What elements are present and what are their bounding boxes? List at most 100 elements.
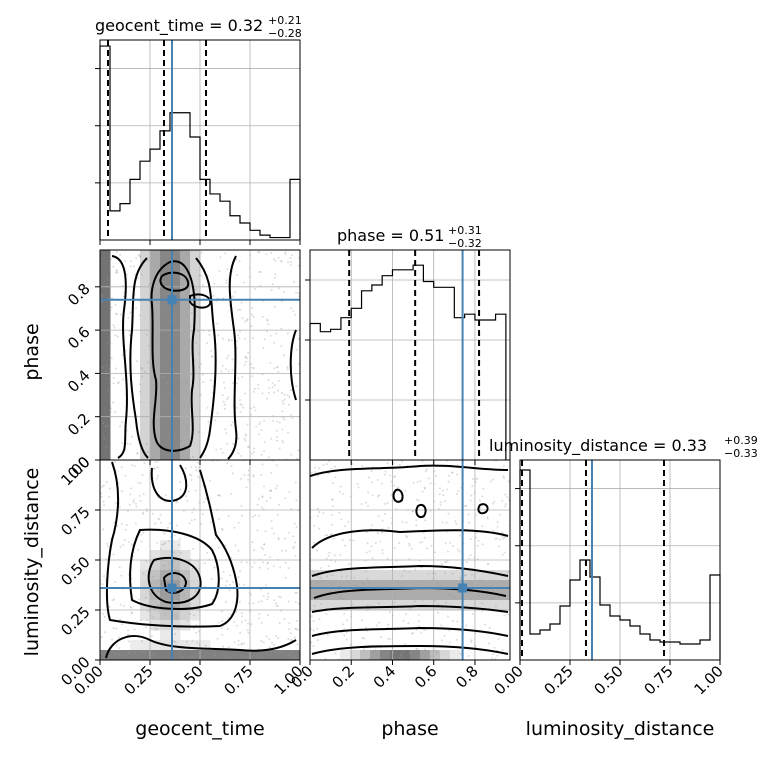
scatter-point	[284, 497, 287, 500]
density-cell	[350, 590, 361, 601]
scatter-point	[270, 519, 273, 522]
scatter-point	[226, 398, 228, 401]
scatter-point	[124, 528, 127, 531]
title-plus-geocent_time: +0.21	[268, 14, 302, 27]
density-cell	[100, 302, 111, 314]
scatter-point	[239, 330, 242, 333]
scatter-point	[286, 366, 289, 368]
scatter-point	[115, 644, 118, 647]
scatter-point	[287, 654, 290, 657]
scatter-point	[129, 605, 132, 608]
scatter-point	[293, 655, 296, 658]
scatter-point	[109, 487, 111, 490]
scatter-point	[247, 631, 250, 634]
scatter-point	[266, 562, 269, 565]
scatter-point	[146, 361, 149, 364]
density-cell	[380, 590, 391, 601]
scatter-point	[415, 647, 418, 650]
scatter-point	[234, 544, 237, 547]
scatter-point	[235, 610, 238, 613]
scatter-point	[113, 521, 116, 524]
y-tick-label: 0.4	[64, 366, 94, 396]
scatter-point	[225, 368, 227, 371]
scatter-point	[260, 621, 263, 624]
scatter-point	[219, 256, 222, 259]
scatter-point	[321, 579, 324, 582]
scatter-point	[233, 526, 236, 529]
density-cell	[430, 590, 441, 601]
scatter-point	[173, 568, 176, 571]
scatter-point	[426, 547, 428, 550]
scatter-point	[330, 467, 333, 470]
scatter-point	[141, 375, 143, 378]
scatter-point	[297, 449, 300, 452]
scatter-point	[405, 521, 408, 524]
histogram-phase	[309, 264, 507, 460]
density-cell	[350, 570, 361, 581]
scatter-point	[374, 542, 377, 544]
density-cell	[160, 292, 171, 303]
scatter-point	[174, 614, 177, 617]
scatter-point	[238, 600, 241, 603]
scatter-point	[237, 377, 240, 380]
density-cell	[420, 580, 431, 591]
scatter-point	[421, 599, 424, 601]
scatter-point	[167, 292, 170, 295]
density-cell	[170, 344, 181, 356]
scatter-point	[147, 283, 150, 286]
density-cell	[180, 292, 191, 303]
scatter-point	[202, 381, 205, 384]
scatter-point	[387, 623, 390, 626]
scatter-point	[138, 494, 141, 497]
scatter-point	[238, 583, 241, 586]
scatter-point	[118, 425, 121, 428]
scatter-point	[179, 380, 182, 383]
scatter-point	[445, 561, 448, 563]
xlabel-geocent_time: geocent_time	[135, 718, 264, 740]
scatter-point	[169, 357, 172, 360]
scatter-point	[200, 649, 203, 651]
density-cell	[490, 600, 501, 611]
scatter-point	[281, 439, 284, 442]
scatter-point	[480, 595, 483, 598]
scatter-point	[260, 474, 263, 476]
scatter-point	[371, 494, 374, 497]
scatter-point	[459, 652, 462, 655]
scatter-point	[196, 461, 199, 464]
scatter-point	[415, 519, 418, 522]
scatter-point	[431, 572, 434, 574]
scatter-point	[151, 575, 154, 578]
scatter-point	[225, 279, 228, 282]
scatter-point	[101, 422, 104, 425]
scatter-point	[120, 490, 123, 493]
scatter-point	[225, 601, 227, 603]
scatter-point	[361, 465, 364, 467]
density-cell	[150, 580, 161, 591]
density-cell	[180, 407, 191, 419]
scatter-point	[338, 595, 341, 598]
scatter-point	[162, 309, 165, 312]
density-cell	[170, 540, 181, 551]
density-cell	[150, 302, 161, 314]
scatter-point	[353, 576, 356, 579]
scatter-point	[257, 251, 260, 253]
scatter-point	[103, 504, 106, 507]
scatter-point	[141, 474, 144, 476]
scatter-point	[238, 337, 241, 340]
scatter-point	[237, 437, 240, 440]
scatter-point	[291, 650, 294, 653]
scatter-point	[175, 569, 178, 572]
scatter-point	[231, 580, 234, 583]
scatter-point	[246, 319, 248, 322]
scatter-point	[349, 538, 351, 541]
scatter-point	[239, 570, 242, 573]
scatter-point	[471, 485, 474, 487]
scatter-point	[118, 636, 120, 639]
scatter-point	[132, 499, 135, 501]
scatter-point	[371, 557, 374, 560]
density-cell	[160, 428, 171, 440]
contour-outer-2-0	[105, 461, 239, 628]
density-cell	[170, 570, 181, 581]
scatter-point	[251, 452, 254, 455]
scatter-point	[185, 495, 187, 498]
